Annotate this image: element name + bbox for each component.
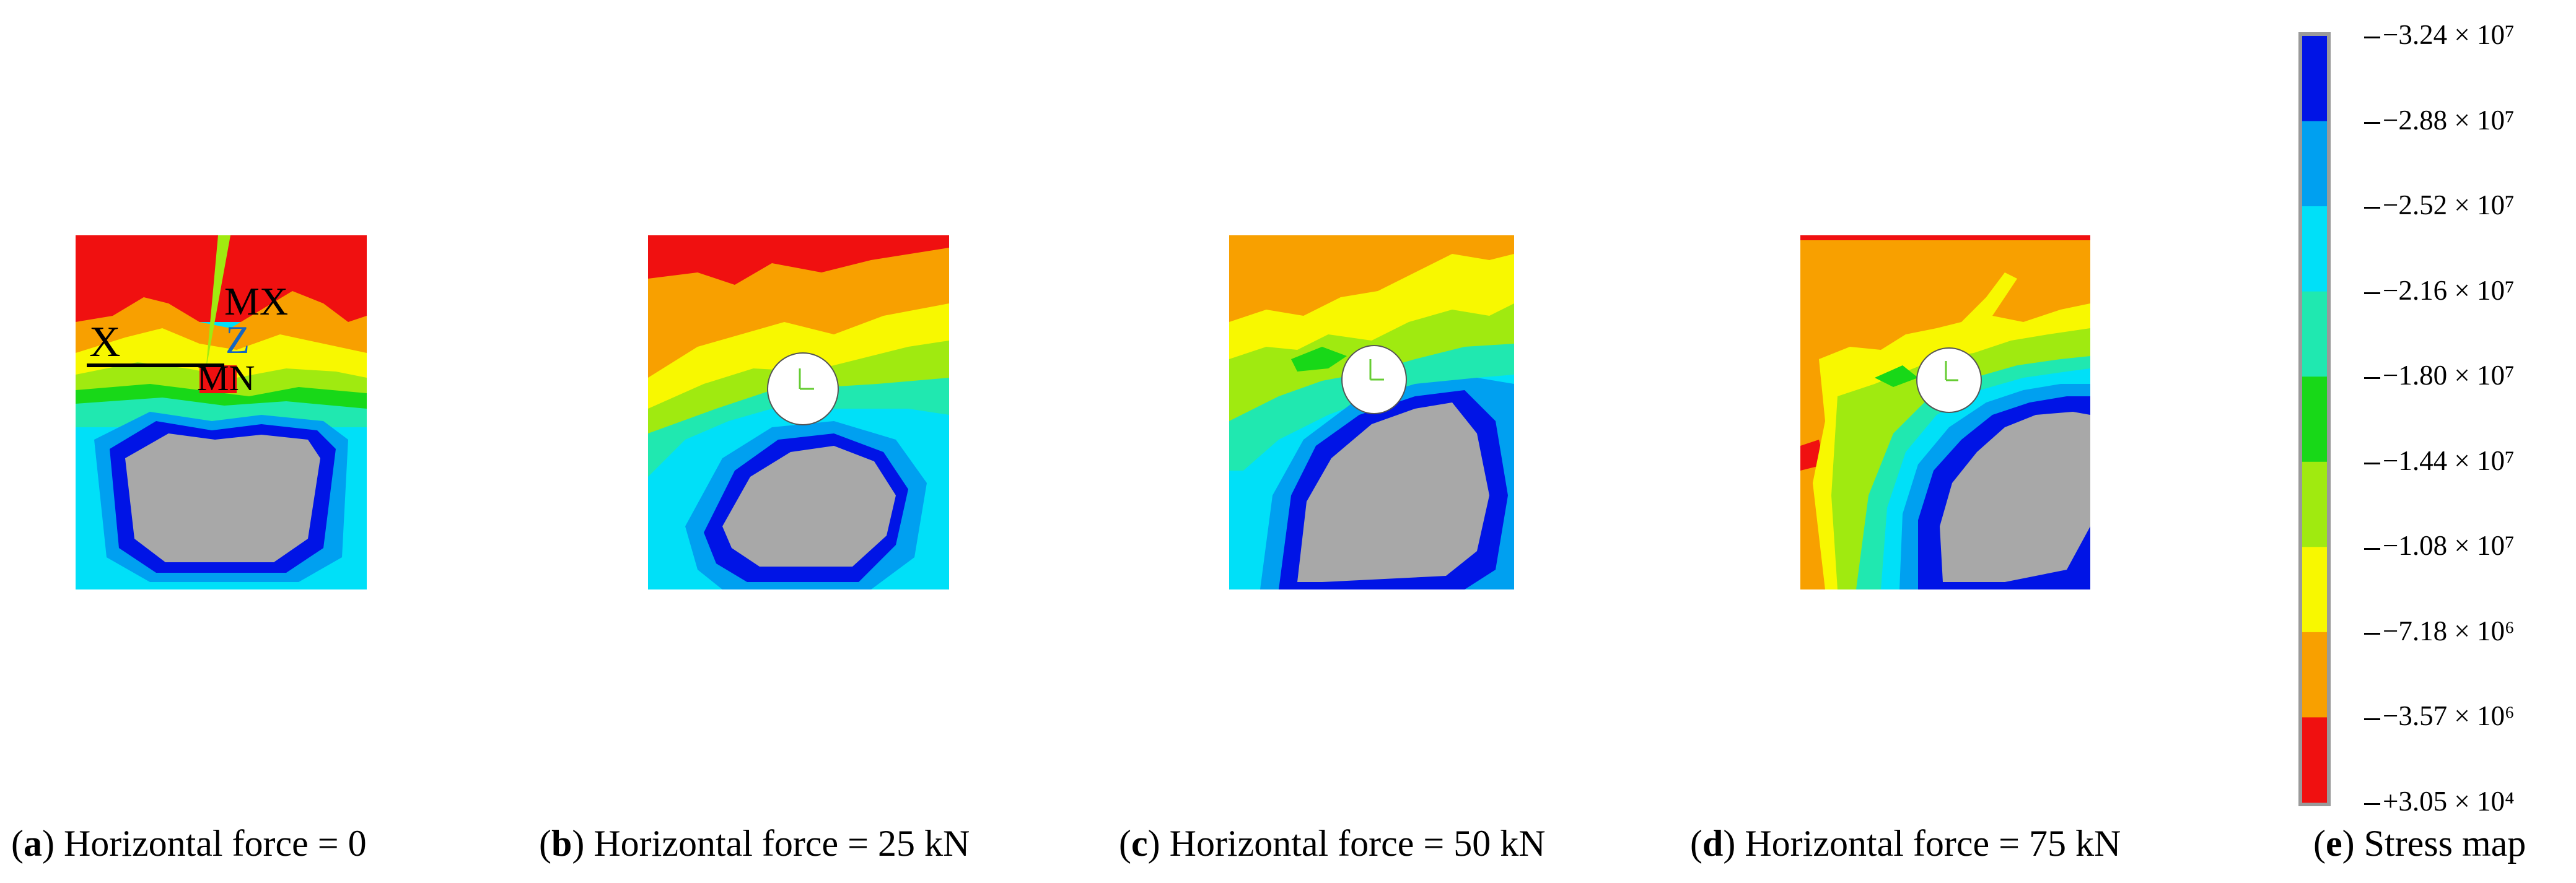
- mn-label: MN: [197, 358, 255, 398]
- color-band-9: [2302, 717, 2327, 803]
- color-band-3: [2302, 206, 2327, 292]
- tick-mark: [2364, 37, 2380, 39]
- caption-d: (d) Horizontal force = 75 kN: [1690, 823, 2121, 864]
- z-axis-label: Z: [226, 318, 250, 362]
- tick-label-1: −3.24 × 10⁷: [2364, 21, 2515, 49]
- color-band-7: [2302, 547, 2327, 633]
- tick-text: −1.08 × 10⁷: [2383, 530, 2515, 562]
- tick-text: −1.44 × 10⁷: [2383, 445, 2515, 476]
- tick-mark: [2364, 377, 2380, 380]
- contour-plot-b: [648, 235, 949, 589]
- tick-mark: [2364, 547, 2380, 550]
- color-band-8: [2302, 632, 2327, 718]
- tick-mark: [2364, 121, 2380, 124]
- caption-c: (c) Horizontal force = 50 kN: [1119, 823, 1546, 864]
- tick-text: −2.52 × 10⁷: [2383, 189, 2515, 221]
- tick-label-3: −2.52 × 10⁷: [2364, 191, 2515, 219]
- tick-label-5: −1.80 × 10⁷: [2364, 362, 2515, 389]
- tick-label-6: −1.44 × 10⁷: [2364, 445, 2515, 476]
- tick-label-9: −3.57 × 10⁶: [2364, 702, 2515, 730]
- tick-text: −3.24 × 10⁷: [2383, 19, 2515, 50]
- tick-label-10: +3.05 × 10⁴: [2364, 788, 2515, 816]
- mx-label: MX: [224, 279, 288, 323]
- tick-text: −2.16 × 10⁷: [2383, 274, 2515, 306]
- stress-color-bar: [2298, 32, 2331, 806]
- tick-text: +3.05 × 10⁴: [2383, 786, 2515, 817]
- tick-mark: [2364, 292, 2380, 294]
- tick-mark: [2364, 718, 2380, 720]
- color-band-6: [2302, 461, 2327, 547]
- tick-mark: [2364, 803, 2380, 806]
- caption-a: (a) Horizontal force = 0: [11, 823, 367, 864]
- contour-plot-d: [1800, 235, 2090, 589]
- tick-mark: [2364, 462, 2380, 464]
- color-band-5: [2302, 376, 2327, 463]
- x-axis-label: X: [89, 318, 121, 366]
- tick-text: −2.88 × 10⁷: [2383, 104, 2515, 136]
- tick-label-4: −2.16 × 10⁷: [2364, 274, 2515, 306]
- contour-plot-c: [1229, 235, 1514, 589]
- color-band-2: [2302, 121, 2327, 207]
- tick-mark: [2364, 633, 2380, 635]
- tick-label-7: −1.08 × 10⁷: [2364, 532, 2515, 560]
- tick-label-2: −2.88 × 10⁷: [2364, 104, 2515, 136]
- tick-text: −7.18 × 10⁶: [2383, 615, 2515, 646]
- contour-plot-a: MX X Z MN: [76, 235, 367, 589]
- tick-mark: [2364, 207, 2380, 209]
- caption-b: (b) Horizontal force = 25 kN: [539, 823, 970, 864]
- tick-text: −1.80 × 10⁷: [2383, 360, 2515, 391]
- color-band-1: [2302, 36, 2327, 122]
- tick-text: −3.57 × 10⁶: [2383, 700, 2515, 732]
- caption-e: (e) Stress map: [2313, 823, 2526, 864]
- tick-label-8: −7.18 × 10⁶: [2364, 617, 2515, 645]
- color-band-4: [2302, 291, 2327, 377]
